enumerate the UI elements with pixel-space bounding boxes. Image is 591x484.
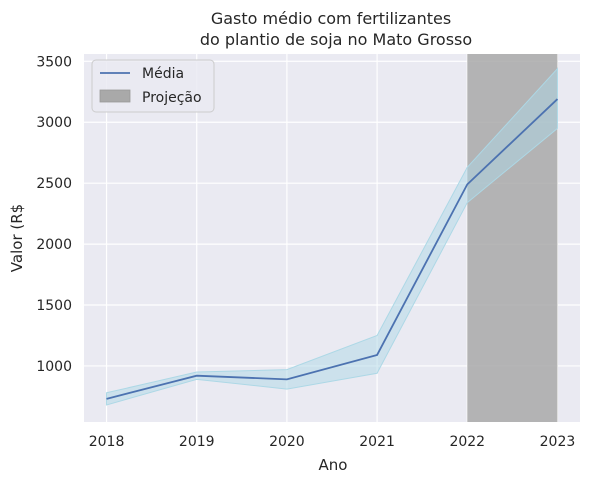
y-tick-label: 3500 (36, 54, 72, 70)
x-tick-label: 2021 (359, 434, 395, 450)
legend-label-media: Média (142, 66, 184, 82)
y-tick-label: 3000 (36, 115, 72, 131)
x-tick-label: 2020 (269, 434, 305, 450)
series-line-media (106, 98, 559, 400)
mean-line (106, 98, 559, 400)
legend-projection-swatch (99, 89, 131, 103)
x-tick-label: 2019 (179, 434, 215, 450)
x-tick-labels: 2018 2019 2020 2021 2022 2023 (89, 434, 576, 450)
confidence-band (106, 67, 558, 406)
chart-title-line-1: Gasto médio com fertilizantes (211, 9, 451, 28)
legend: Média Projeção (91, 59, 215, 113)
y-tick-label: 2500 (36, 176, 72, 192)
chart-title-line-2: do plantio de soja no Mato Grosso (200, 30, 472, 49)
y-axis-label: Valor (R$ (8, 204, 26, 272)
x-tick-label: 2022 (449, 434, 485, 450)
y-tick-label: 1500 (36, 298, 72, 314)
y-tick-labels: 1000 1500 2000 2500 3000 3500 (36, 54, 72, 375)
confidence-band-area (106, 67, 558, 406)
legend-label-projecao: Projeção (142, 90, 202, 106)
x-tick-label: 2018 (89, 434, 125, 450)
y-tick-label: 1000 (36, 359, 72, 375)
x-axis-label: Ano (319, 456, 348, 474)
x-tick-label: 2023 (540, 434, 576, 450)
y-tick-label: 2000 (36, 237, 72, 253)
